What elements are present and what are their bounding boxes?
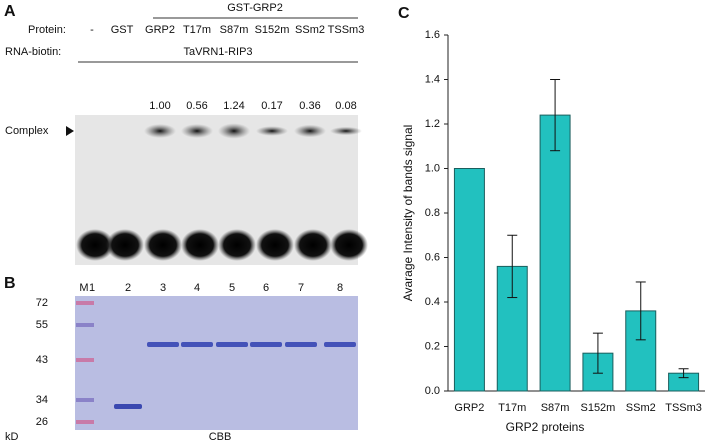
marker-band [76,398,94,402]
marker-band [76,323,94,327]
x-tick-label: SSm2 [626,402,656,414]
bar [539,114,571,392]
protein-band [324,342,356,347]
lane-label: 3 [160,282,166,294]
protein-band [285,342,317,347]
x-axis-title: GRP2 proteins [506,420,585,434]
complex-band [218,123,250,139]
complex-band [256,126,288,136]
free-probe [76,229,114,261]
free-probe [106,229,144,261]
y-tick-label: 0.0 [425,385,440,397]
sds-gel [75,296,358,430]
intensity-label: 1.24 [223,100,244,112]
lane-label: S152m [255,24,290,36]
y-axis-title: Avarage Intensity of bands signal [401,125,415,302]
lane-label: GST [111,24,134,36]
y-tick-label: 0.8 [425,207,440,219]
panel-letter: A [4,3,16,20]
lane-label: S87m [220,24,249,36]
group-label: GST-GRP2 [227,2,283,14]
lane-label: 7 [298,282,304,294]
lane-label: 1 [89,282,95,294]
free-probe [294,229,332,261]
stain-label: CBB [209,431,232,443]
lane-label: 6 [263,282,269,294]
lane-label: M [79,282,88,294]
complex-band [330,126,362,136]
y-tick-label: 0.6 [425,251,440,263]
y-tick-label: 1.6 [425,29,440,41]
lane-label: GRP2 [145,24,175,36]
marker-label: 72 [36,297,48,309]
panel-letter: C [398,5,410,22]
unit-label: kD [5,431,19,443]
lane-label: 8 [337,282,343,294]
x-tick-label: T17m [498,402,526,414]
protein-band [147,342,179,347]
lane-label: 5 [229,282,235,294]
x-tick-label: S152m [580,402,615,414]
lane-label: 4 [194,282,200,294]
complex-band [294,124,326,138]
lane-label: SSm2 [295,24,325,36]
protein-label: Protein: [28,24,66,36]
marker-label: 34 [36,394,48,406]
x-tick-label: S87m [541,402,570,414]
protein-band [250,342,282,347]
complex-band [144,124,176,138]
y-tick-label: 1.2 [425,118,440,130]
rna-name: TaVRN1-RIP3 [183,46,252,58]
y-tick-label: 0.4 [425,296,440,308]
marker-label: 43 [36,354,48,366]
free-probe [218,229,256,261]
protein-band [181,342,213,347]
marker-band [76,420,94,424]
complex-arrow [66,126,74,136]
free-probe [144,229,182,261]
lane-label: 2 [125,282,131,294]
protein-band [216,342,248,347]
rna-label: RNA-biotin: [5,46,61,58]
marker-label: 26 [36,416,48,428]
bar [453,168,485,392]
complex-label: Complex [5,125,49,137]
lane-label: TSSm3 [328,24,365,36]
panel-letter: B [4,275,16,292]
y-tick-label: 0.2 [425,340,440,352]
x-tick-label: GRP2 [454,402,484,414]
complex-band [181,124,213,138]
free-probe [330,229,368,261]
x-tick-label: TSSm3 [665,402,702,414]
lane-label: - [90,24,94,36]
y-tick-label: 1.0 [425,162,440,174]
intensity-label: 0.17 [261,100,282,112]
marker-band [76,301,94,305]
intensity-label: 1.00 [149,100,170,112]
y-tick-label: 1.4 [425,73,440,85]
free-probe [181,229,219,261]
intensity-label: 0.08 [335,100,356,112]
marker-band [76,358,94,362]
protein-band [114,404,142,409]
intensity-label: 0.36 [299,100,320,112]
intensity-label: 0.56 [186,100,207,112]
marker-label: 55 [36,319,48,331]
free-probe [256,229,294,261]
lane-label: T17m [183,24,211,36]
